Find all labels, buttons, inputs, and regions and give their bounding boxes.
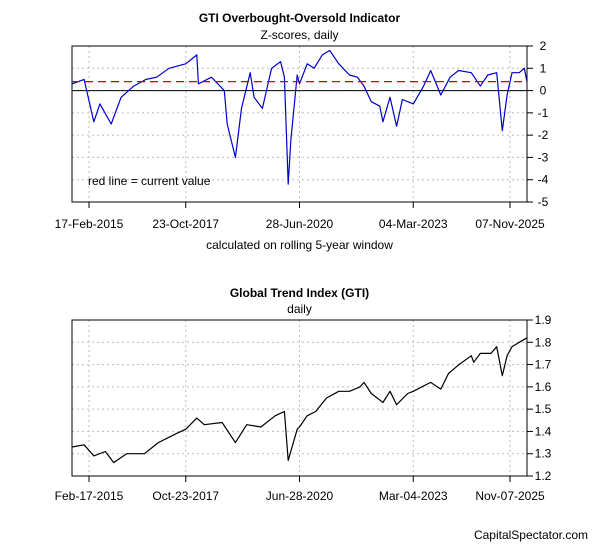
- series-line: [71, 337, 528, 464]
- x-tick-label: Feb-17-2015: [55, 489, 124, 503]
- chart-subtitle: daily: [287, 302, 312, 316]
- y-tick-label: 1.9: [535, 313, 552, 327]
- gti-panel: Global Trend Index (GTI) daily Feb-17-2015…: [55, 286, 552, 503]
- y-tick-label: 1.8: [535, 335, 552, 349]
- chart-annotation: red line = current value: [88, 174, 211, 188]
- plot-frame: [71, 45, 528, 203]
- x-tick-label: 28-Jun-2020: [266, 217, 334, 231]
- y-tick-label: -2: [538, 128, 549, 142]
- chart-subtitle: Z-scores, daily: [260, 28, 338, 42]
- y-tick-label: -3: [538, 150, 549, 164]
- y-tick-label: -5: [538, 195, 549, 209]
- plot-frame: [71, 319, 528, 477]
- x-tick-label: Jun-28-2020: [266, 489, 334, 503]
- y-tick-label: 1.7: [535, 358, 552, 372]
- footer-credit: CapitalSpectator.com: [473, 528, 588, 542]
- x-tick-label: Oct-23-2017: [152, 489, 219, 503]
- y-tick-label: 1.6: [535, 380, 552, 394]
- chart-title: Global Trend Index (GTI): [230, 286, 369, 300]
- y-tick-label: 2: [540, 39, 547, 53]
- y-tick-label: -4: [538, 173, 549, 187]
- x-tick-label: 07-Nov-2025: [475, 217, 545, 231]
- zscore-panel: GTI Overbought-Oversold Indicator Z-score…: [55, 11, 549, 252]
- x-axis-label: calculated on rolling 5-year window: [206, 238, 393, 252]
- y-tick-label: 1.3: [535, 447, 552, 461]
- y-tick-label: 1.5: [535, 402, 552, 416]
- x-tick-label: 23-Oct-2017: [152, 217, 219, 231]
- y-tick-label: 1.4: [535, 424, 552, 438]
- x-tick-label: 17-Feb-2015: [55, 217, 124, 231]
- y-tick-label: 1: [540, 61, 547, 75]
- y-tick-label: 1.2: [535, 469, 552, 483]
- x-tick-label: 04-Mar-2023: [379, 217, 448, 231]
- x-tick-label: Mar-04-2023: [379, 489, 448, 503]
- chart-title: GTI Overbought-Oversold Indicator: [199, 11, 401, 25]
- series-line: [71, 49, 528, 185]
- y-tick-label: -1: [538, 106, 549, 120]
- x-tick-label: Nov-07-2025: [475, 489, 545, 503]
- y-tick-label: 0: [540, 84, 547, 98]
